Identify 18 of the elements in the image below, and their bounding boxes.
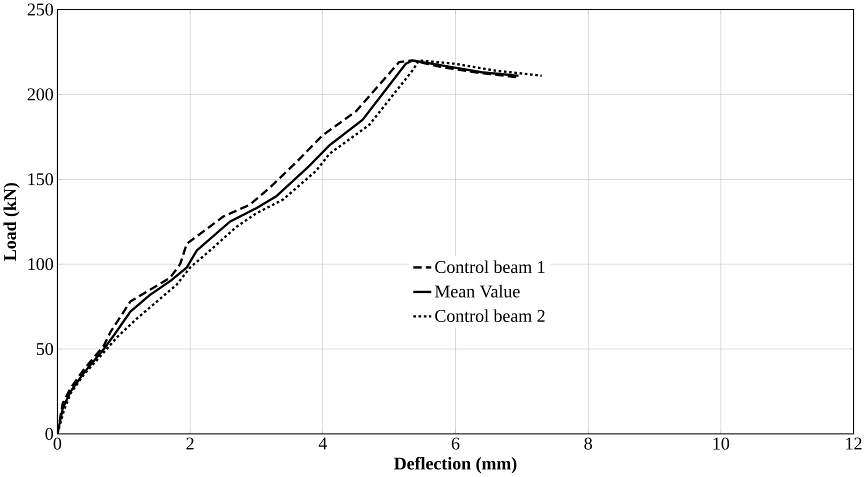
y-tick-label: 200 — [28, 88, 54, 101]
x-tick-label: 6 — [452, 438, 460, 450]
x-tick-label: 8 — [584, 438, 592, 450]
x-axis-title: Deflection (mm) — [394, 456, 516, 474]
y-tick-label: 0 — [45, 428, 54, 440]
legend-label: Control beam 1 — [435, 260, 545, 274]
x-tick-label: 10 — [714, 438, 730, 450]
y-axis-title: Load (kN) — [4, 183, 20, 261]
legend-label: Control beam 2 — [435, 310, 545, 322]
y-tick-label: 250 — [28, 4, 54, 16]
x-tick-label: 0 — [54, 438, 62, 450]
x-tick-label: 2 — [186, 438, 194, 450]
legend-label: Mean Value — [434, 285, 520, 298]
y-tick-label: 150 — [28, 173, 54, 186]
y-tick-label: 50 — [36, 343, 54, 356]
y-tick-label: 100 — [28, 258, 54, 270]
x-tick-label: 4 — [318, 438, 327, 450]
x-tick-label: 12 — [846, 438, 862, 450]
